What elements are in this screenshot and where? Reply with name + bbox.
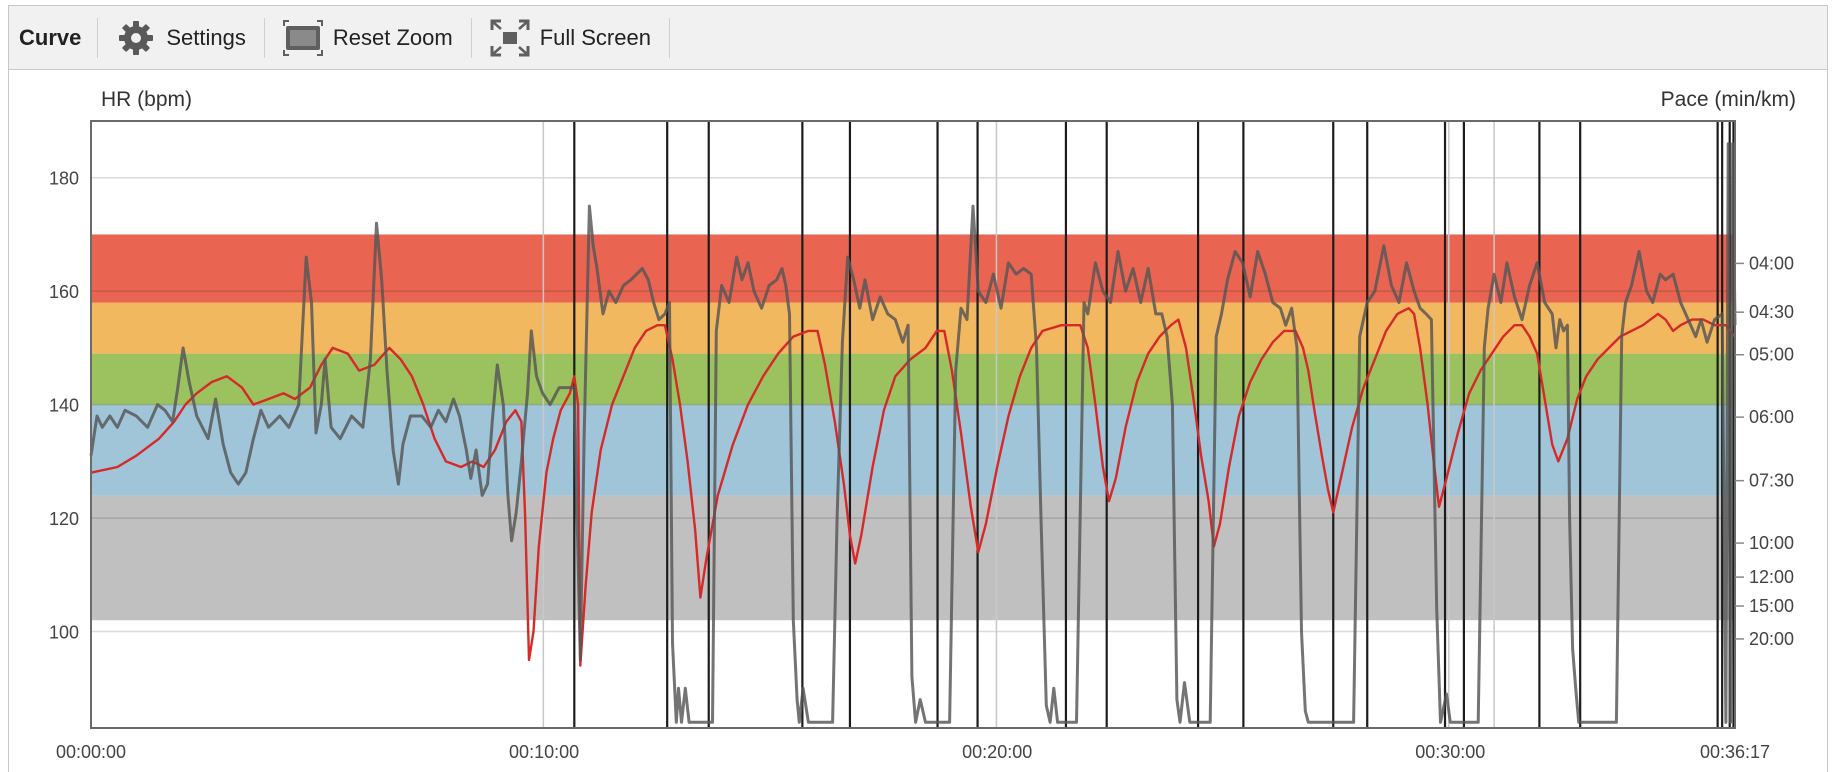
y-right-tick-label: 10:00 [1749,533,1794,553]
y-right-tick-label: 04:00 [1749,253,1794,273]
hr-zone-band [91,495,1735,621]
x-tick-label: 00:10:00 [509,742,579,762]
y-right-tick-label: 04:30 [1749,302,1794,322]
y-left-tick-label: 140 [49,396,79,416]
plot-area-border [90,120,1736,729]
y-right-tick-label: 12:00 [1749,567,1794,587]
full-screen-icon [490,18,530,58]
toolbar: Curve [9,6,1827,70]
y-axis-right-label: Pace (min/km) [1661,88,1796,111]
settings-button[interactable]: Settings [98,6,264,69]
toolbar-divider [470,17,472,58]
pace-line [89,142,1737,724]
y-left-tick-label: 160 [49,282,79,302]
hr-zone-band [91,234,1735,303]
toolbar-divider [263,17,265,58]
hr-zone-band [91,404,1735,496]
x-tick-label: 00:20:00 [962,742,1032,762]
y-left-tick-label: 180 [49,169,79,189]
x-tick-label: 00:30:00 [1415,742,1485,762]
x-tick-label: 00:36:17 [1700,742,1770,762]
hr-zone-band [91,353,1735,405]
y-right-tick-label: 05:00 [1749,345,1794,365]
settings-label: Settings [166,24,246,50]
y-right-tick-label: 20:00 [1749,629,1794,649]
x-tick-label: 00:00:00 [56,742,126,762]
reset-zoom-icon [282,18,323,58]
toolbar-divider [668,17,670,58]
heart-rate-line [90,307,1736,667]
toolbar-divider [97,17,99,58]
y-right-tick-label: 07:30 [1749,471,1794,491]
gear-icon [116,18,156,58]
reset-zoom-label: Reset Zoom [332,24,453,50]
y-right-tick-label: 15:00 [1749,596,1794,616]
y-left-tick-label: 120 [49,509,79,529]
y-axis-left-label: HR (bpm) [101,88,192,111]
chart-title: Curve [19,24,82,50]
reset-zoom-button[interactable]: Reset Zoom [265,6,471,69]
y-right-tick-label: 06:00 [1749,407,1794,427]
hr-zone-band [91,302,1735,354]
full-screen-label: Full Screen [539,24,651,50]
full-screen-button[interactable]: Full Screen [472,6,669,69]
y-left-tick-label: 100 [49,623,79,643]
